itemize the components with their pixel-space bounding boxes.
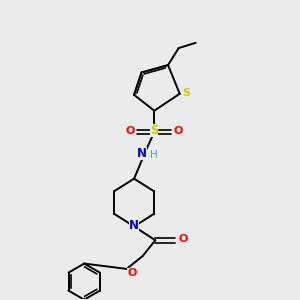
Text: S: S [182, 88, 190, 98]
Text: O: O [127, 268, 136, 278]
Text: H: H [150, 150, 158, 160]
Text: O: O [174, 126, 183, 136]
Text: N: N [129, 219, 139, 232]
Text: O: O [178, 234, 188, 244]
Text: N: N [136, 147, 146, 160]
Text: S: S [150, 124, 158, 137]
Text: O: O [125, 126, 134, 136]
